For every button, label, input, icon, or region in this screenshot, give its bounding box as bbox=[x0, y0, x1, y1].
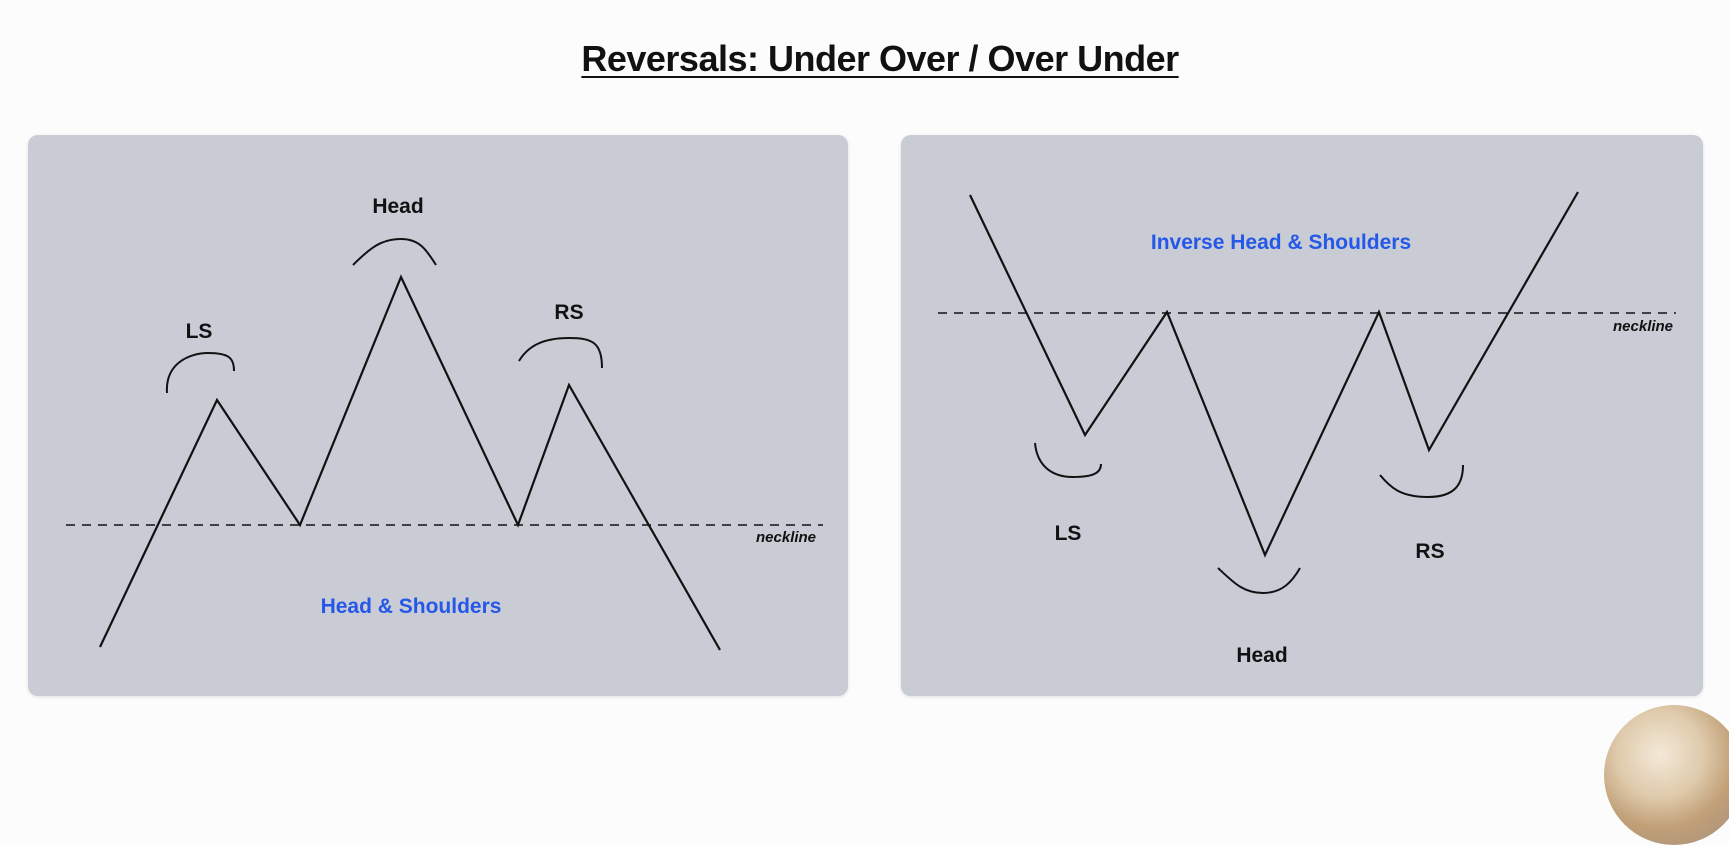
price-path bbox=[969, 191, 1579, 558]
head-and-shoulders-diagram bbox=[66, 237, 823, 651]
right-shoulder-arc bbox=[1379, 464, 1464, 499]
left-shoulder-label: LS bbox=[1054, 522, 1082, 545]
inverse-head-and-shoulders-diagram bbox=[938, 191, 1676, 595]
page-title: Reversals: Under Over / Over Under bbox=[0, 38, 1729, 80]
right-shoulder-label: RS bbox=[554, 301, 584, 324]
head-arc bbox=[1217, 567, 1301, 595]
left-shoulder-label: LS bbox=[185, 320, 213, 343]
globe-logo-icon bbox=[1604, 705, 1729, 845]
head-arc bbox=[352, 237, 437, 266]
left-shoulder-arc bbox=[165, 351, 235, 394]
neckline-label: neckline bbox=[1613, 318, 1674, 335]
inverse-head-and-shoulders-panel: Inverse Head & Shoulders neckline LS Hea… bbox=[901, 135, 1703, 696]
right-shoulder-arc bbox=[518, 336, 603, 369]
neckline-label: neckline bbox=[756, 529, 817, 546]
pattern-name-label: Inverse Head & Shoulders bbox=[1150, 231, 1412, 254]
head-and-shoulders-panel: Head LS RS neckline Head & Shoulders bbox=[28, 135, 848, 696]
pattern-name-label: Head & Shoulders bbox=[320, 595, 502, 618]
head-label: Head bbox=[1236, 644, 1288, 667]
head-label: Head bbox=[372, 195, 424, 218]
price-path bbox=[99, 274, 721, 651]
page-title-text: Reversals: Under Over / Over Under bbox=[581, 38, 1179, 79]
right-shoulder-label: RS bbox=[1415, 540, 1445, 563]
left-shoulder-arc bbox=[1034, 442, 1102, 479]
